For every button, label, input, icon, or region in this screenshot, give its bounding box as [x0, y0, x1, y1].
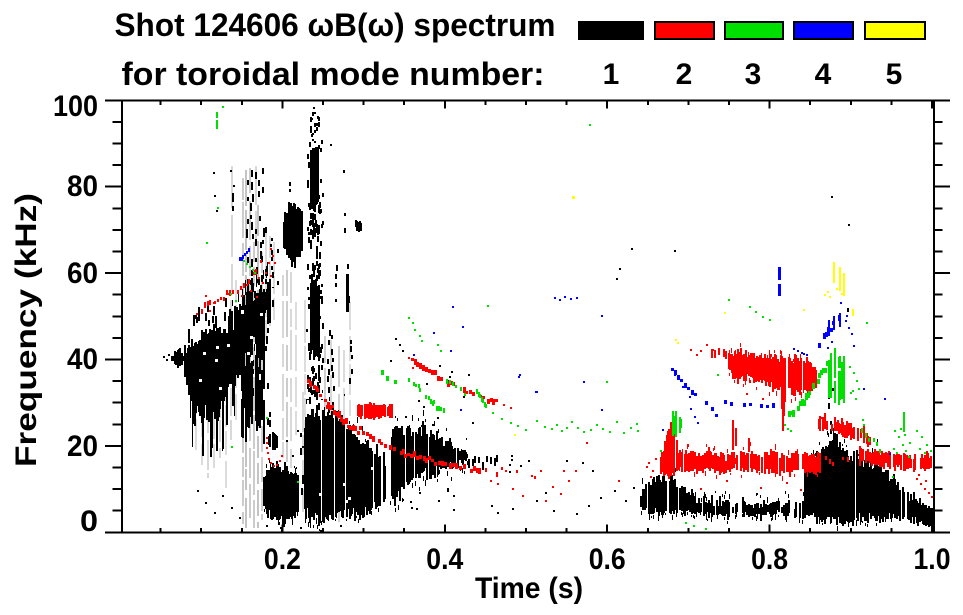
svg-text:80: 80 [67, 170, 98, 203]
svg-text:1.0: 1.0 [914, 543, 951, 576]
svg-text:5: 5 [886, 58, 903, 91]
svg-text:1: 1 [603, 58, 620, 91]
svg-text:40: 40 [67, 343, 98, 376]
svg-text:Frequency (kHz): Frequency (kHz) [10, 193, 43, 467]
svg-text:Shot 124606 ωB(ω) spectrum: Shot 124606 ωB(ω) spectrum [115, 7, 556, 43]
svg-text:60: 60 [67, 257, 98, 290]
svg-text:100: 100 [53, 90, 98, 123]
svg-text:2: 2 [676, 58, 693, 91]
svg-text:20: 20 [67, 430, 98, 463]
svg-text:Time (s): Time (s) [475, 572, 583, 605]
svg-text:0: 0 [80, 505, 98, 538]
svg-text:0.2: 0.2 [264, 543, 301, 576]
svg-text:0.6: 0.6 [589, 543, 626, 576]
svg-text:for toroidal mode number:: for toroidal mode number: [122, 56, 545, 92]
svg-text:4: 4 [815, 58, 832, 91]
svg-text:0.4: 0.4 [426, 543, 463, 576]
svg-text:0.8: 0.8 [751, 543, 788, 576]
svg-text:3: 3 [745, 58, 762, 91]
